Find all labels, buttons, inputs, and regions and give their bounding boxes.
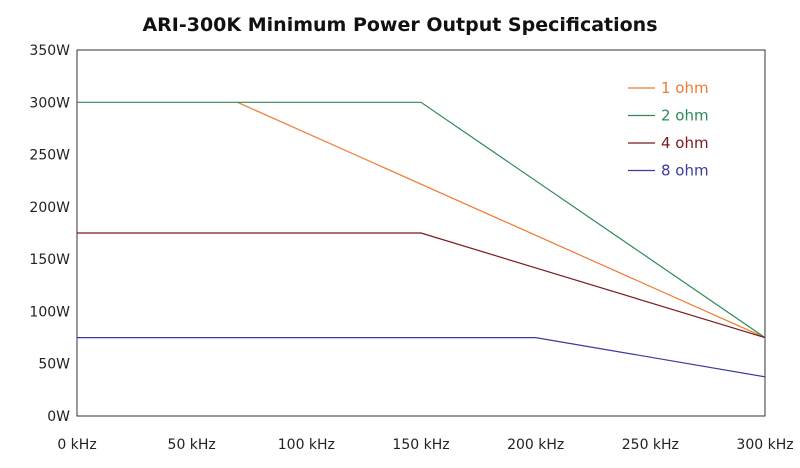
y-tick-label: 250W [29, 148, 70, 164]
x-tick-label: 0 kHz [57, 437, 96, 453]
x-tick-label: 50 kHz [168, 437, 216, 453]
y-tick-label: 300W [29, 95, 70, 111]
series-line-2-ohm [77, 101, 766, 339]
y-axis-ticks: 0W 50W 100W 150W 200W 250W 300W 350W [29, 43, 70, 425]
x-tick-label: 250 kHz [622, 437, 679, 453]
legend: 1 ohm 2 ohm 4 ohm 8 ohm [628, 79, 709, 180]
legend-label-2-ohm: 2 ohm [661, 107, 709, 125]
series-line-4-ohm [77, 232, 766, 339]
y-tick-label: 200W [29, 200, 70, 216]
y-tick-label: 150W [29, 252, 70, 268]
x-tick-label: 200 kHz [507, 437, 564, 453]
y-tick-label: 100W [29, 304, 70, 320]
y-tick-label: 0W [47, 409, 70, 425]
legend-label-8-ohm: 8 ohm [661, 162, 709, 180]
x-tick-label: 150 kHz [392, 437, 449, 453]
chart-title: ARI-300K Minimum Power Output Specificat… [142, 14, 657, 36]
y-tick-label: 50W [38, 357, 70, 373]
x-tick-label: 100 kHz [278, 437, 335, 453]
x-axis-ticks: 0 kHz 50 kHz 100 kHz 150 kHz 200 kHz 250 kHz 3… [57, 437, 793, 453]
series-line-1-ohm [237, 101, 766, 339]
legend-label-1-ohm: 1 ohm [661, 79, 709, 97]
series-lines [77, 101, 766, 378]
legend-label-4-ohm: 4 ohm [661, 134, 709, 152]
y-tick-label: 350W [29, 43, 70, 59]
x-tick-label: 300 kHz [736, 437, 793, 453]
series-line-8-ohm [77, 337, 766, 378]
